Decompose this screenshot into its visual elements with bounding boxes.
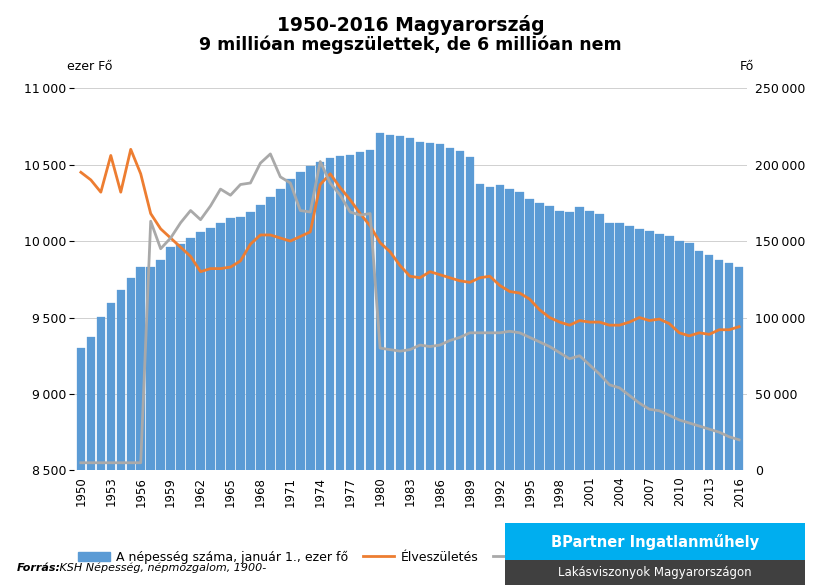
Text: ezer Fő: ezer Fő <box>67 60 112 73</box>
Bar <box>506 189 514 588</box>
Bar <box>266 198 274 588</box>
Bar <box>725 263 733 588</box>
Bar <box>386 135 394 588</box>
Bar <box>286 179 295 588</box>
Bar <box>615 223 624 588</box>
Bar <box>146 267 155 588</box>
Bar <box>406 138 415 588</box>
Bar <box>326 158 334 588</box>
Bar <box>545 206 554 588</box>
Bar <box>635 229 644 588</box>
Bar <box>466 156 474 588</box>
Bar <box>396 136 404 588</box>
Bar <box>186 238 195 588</box>
Bar <box>426 143 434 588</box>
Bar <box>107 303 115 588</box>
Bar <box>675 241 684 588</box>
Bar <box>415 142 424 588</box>
Bar <box>475 184 484 588</box>
Bar <box>236 217 245 588</box>
Bar <box>256 205 264 588</box>
Bar <box>306 166 314 588</box>
Bar <box>625 226 634 588</box>
Bar <box>655 234 663 588</box>
Legend: A népesség száma, január 1., ezer fő, Élveszületés, Terhességmegszakítás: A népesség száma, január 1., ezer fő, Él… <box>73 546 677 569</box>
Bar <box>595 215 603 588</box>
Bar <box>316 162 324 588</box>
Bar <box>376 132 384 588</box>
Bar <box>246 212 255 588</box>
Bar <box>535 203 544 588</box>
Bar <box>97 317 105 588</box>
Bar <box>216 223 225 588</box>
Bar <box>456 151 464 588</box>
Bar <box>296 172 305 588</box>
Bar <box>566 212 574 588</box>
Bar <box>167 247 175 588</box>
Bar <box>136 267 145 588</box>
Bar <box>555 211 564 588</box>
Bar <box>585 211 594 588</box>
Text: Forrás:: Forrás: <box>16 563 61 573</box>
Bar <box>715 260 723 588</box>
Bar <box>665 236 673 588</box>
Bar <box>117 290 125 588</box>
Bar <box>76 348 85 588</box>
Bar <box>485 187 494 588</box>
Bar <box>126 278 135 588</box>
Bar <box>496 185 504 588</box>
Bar <box>735 267 743 588</box>
Bar <box>177 243 185 588</box>
Text: BPartner Ingatlanműhely: BPartner Ingatlanműhely <box>551 534 759 550</box>
Bar <box>645 231 654 588</box>
Bar <box>685 243 694 588</box>
Bar <box>705 255 713 588</box>
Bar <box>227 219 235 588</box>
Bar <box>516 192 524 588</box>
Bar <box>605 223 614 588</box>
Bar <box>336 156 345 588</box>
Bar <box>157 259 165 588</box>
Bar <box>206 228 215 588</box>
Bar <box>436 143 444 588</box>
Bar <box>525 199 534 588</box>
Bar <box>196 232 204 588</box>
Text: KSH Népesség, népmozgalom, 1900-: KSH Népesség, népmozgalom, 1900- <box>56 563 266 573</box>
Bar <box>446 148 454 588</box>
Bar <box>276 189 285 588</box>
Bar <box>86 338 95 588</box>
Bar <box>366 150 374 588</box>
Text: Fő: Fő <box>740 60 754 73</box>
Text: 1950-2016 Magyarország: 1950-2016 Magyarország <box>277 15 544 35</box>
Bar <box>355 152 365 588</box>
Text: Lakásviszonyok Magyarországon: Lakásviszonyok Magyarországon <box>558 566 751 579</box>
Text: 9 millióan megszülettek, de 6 millióan nem: 9 millióan megszülettek, de 6 millióan n… <box>200 35 621 54</box>
Bar <box>576 207 584 588</box>
Bar <box>695 252 704 588</box>
Bar <box>346 155 355 588</box>
